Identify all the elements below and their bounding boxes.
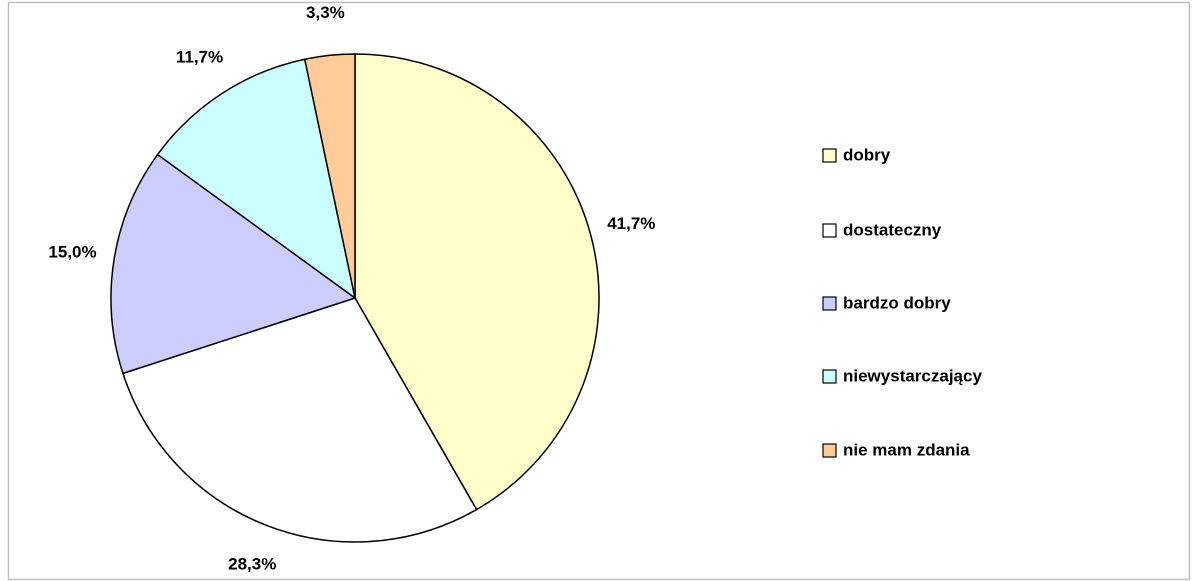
data-label: 11,7% [176,47,223,66]
pie-slice [156,58,357,300]
legend-label: dobry [843,145,891,164]
legend-swatch [822,369,837,384]
pie-slice [110,153,357,375]
data-label: 3,3% [306,3,345,22]
pie-slice [303,53,356,299]
legend-label: nie mam zdania [843,440,970,459]
legend-swatch [822,443,837,458]
pie-slice [121,297,478,543]
legend-label: bardzo dobry [843,293,951,312]
legend-swatch [822,223,837,238]
pie-slice [354,53,600,511]
legend-label: dostateczny [843,220,942,239]
data-label: 15,0% [48,243,96,262]
data-label: 28,3% [228,554,276,573]
legend-swatch [822,148,837,163]
legend-label: niewystarczający [843,366,982,385]
data-label: 41,7% [607,214,655,233]
legend-swatch [822,296,837,311]
